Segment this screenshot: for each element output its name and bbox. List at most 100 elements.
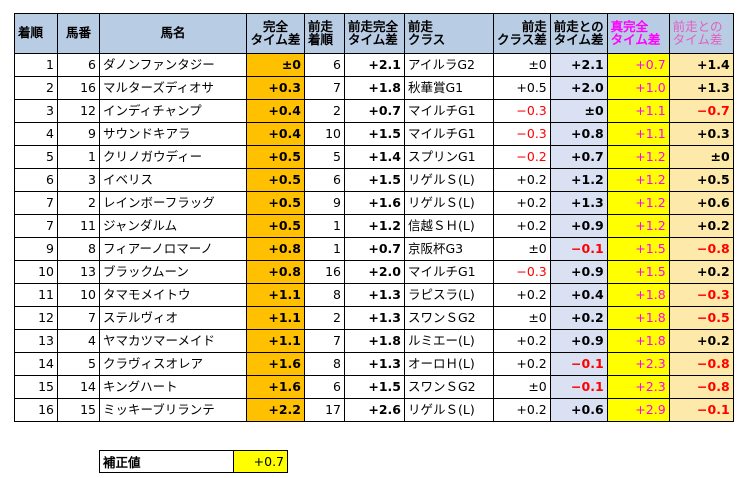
cell-prev-pos: 16 [304, 260, 345, 284]
cell-num: 1 [57, 145, 100, 169]
cell-num: 10 [57, 283, 100, 307]
cell-kanzen: +0.8 [246, 260, 305, 284]
cell-prev-class: マイルチG1 [404, 122, 494, 146]
cell-prev-true-diff: −0.5 [668, 306, 734, 330]
cell-horse-name: レインボーフラッグ [99, 191, 247, 215]
cell-pos: 5 [14, 145, 58, 169]
cell-prev-time-diff: −0.1 [549, 352, 608, 376]
cell-class-diff: +0.2 [493, 352, 551, 376]
cell-prev-kanzen: +1.4 [344, 145, 405, 169]
header-kanzen: 完全 タイム差 [246, 13, 305, 54]
cell-prev-true-diff: −0.8 [668, 375, 734, 399]
cell-class-diff: +0.2 [493, 329, 551, 353]
cell-pos: 15 [14, 375, 58, 399]
cell-kanzen: +0.5 [246, 214, 305, 238]
cell-num: 7 [57, 306, 100, 330]
cell-horse-name: イベリス [99, 168, 247, 192]
cell-prev-class: スワンＳG2 [404, 306, 494, 330]
cell-prev-pos: 1 [304, 237, 345, 261]
cell-pos: 3 [14, 99, 58, 123]
cell-prev-class: 秋華賞G1 [404, 76, 494, 100]
cell-prev-time-diff: ±0 [549, 99, 608, 123]
header-prev-class-l1: 前走 [408, 19, 434, 34]
cell-class-diff: +0.5 [493, 76, 551, 100]
cell-pos: 13 [14, 329, 58, 353]
table-row: 12 7 ステルヴィオ +1.1 2 +1.3 スワンＳG2 ±0 +0.2 +1.8 −0.5 [14, 306, 734, 330]
cell-prev-time-diff: +0.8 [549, 122, 608, 146]
cell-kanzen: +0.3 [246, 76, 305, 100]
table-row: 5 1 クリノガウディー +0.5 5 +1.4 スプリンG1 −0.2 +0.7 +1.2 ±0 [14, 145, 734, 169]
cell-kanzen: +1.1 [246, 283, 305, 307]
cell-class-diff: +0.2 [493, 214, 551, 238]
cell-prev-kanzen: +1.3 [344, 352, 405, 376]
cell-prev-kanzen: +0.7 [344, 99, 405, 123]
cell-true-kanzen: +1.5 [606, 237, 670, 261]
cell-class-diff: ±0 [493, 237, 551, 261]
cell-prev-true-diff: +0.6 [668, 191, 734, 215]
cell-kanzen: +1.1 [246, 306, 305, 330]
cell-true-kanzen: +2.3 [606, 352, 670, 376]
header-class-diff: 前走 クラス差 [493, 13, 551, 54]
cell-pos: 11 [14, 283, 58, 307]
cell-prev-pos: 6 [304, 53, 345, 77]
cell-prev-pos: 7 [304, 329, 345, 353]
cell-prev-time-diff: +2.0 [549, 76, 608, 100]
cell-prev-true-diff: ±0 [668, 145, 734, 169]
cell-prev-class: ルミエー(L) [404, 329, 494, 353]
cell-prev-time-diff: +2.1 [549, 53, 608, 77]
cell-true-kanzen: +1.0 [606, 76, 670, 100]
cell-prev-true-diff: +1.3 [668, 76, 734, 100]
cell-prev-time-diff: +0.4 [549, 283, 608, 307]
header-prev-kanzen-l1: 前走完全 [348, 19, 399, 34]
cell-prev-time-diff: +0.9 [549, 329, 608, 353]
header-prev-class: 前走 クラス [404, 13, 494, 54]
results-body: 1 6 ダノンファンタジー ±0 6 +2.1 アイルラG2 ±0 +2.1 +0.7 +1.4 2 1… [14, 53, 734, 422]
cell-prev-class: 信越ＳＨ(L) [404, 214, 494, 238]
cell-prev-true-diff: +0.5 [668, 168, 734, 192]
cell-prev-pos: 7 [304, 76, 345, 100]
header-class-diff-l2: クラス差 [497, 31, 547, 47]
cell-pos: 10 [14, 260, 58, 284]
table-row: 10 13 ブラックムーン +0.8 16 +2.0 マイルチG1 −0.3 +0.9 +1.5 +… [14, 260, 734, 284]
cell-prev-class: マイルチG1 [404, 99, 494, 123]
cell-class-diff: −0.3 [493, 99, 551, 123]
cell-prev-class: マイルチG1 [404, 260, 494, 284]
cell-prev-kanzen: +1.6 [344, 191, 405, 215]
cell-true-kanzen: +1.8 [606, 306, 670, 330]
header-true-kanzen-l1: 真完全 [610, 19, 649, 34]
cell-class-diff: ±0 [493, 53, 551, 77]
cell-class-diff: ±0 [493, 306, 551, 330]
cell-kanzen: +1.6 [246, 352, 305, 376]
table-row: 7 2 レインボーフラッグ +0.5 9 +1.6 リゲルＳ(L) +0.2 +1.3 +1.2 +… [14, 191, 734, 215]
cell-num: 5 [57, 352, 100, 376]
cell-horse-name: マルターズディオサ [99, 76, 247, 100]
cell-true-kanzen: +1.1 [606, 122, 670, 146]
cell-true-kanzen: +1.2 [606, 145, 670, 169]
cell-prev-class: スプリンG1 [404, 145, 494, 169]
cell-pos: 12 [14, 306, 58, 330]
cell-prev-time-diff: +0.2 [549, 306, 608, 330]
cell-class-diff: −0.3 [493, 260, 551, 284]
cell-num: 3 [57, 168, 100, 192]
table-row: 2 16 マルターズディオサ +0.3 7 +1.8 秋華賞G1 +0.5 +2.0 +1.0 +1… [14, 76, 734, 100]
cell-horse-name: ジャンダルム [99, 214, 247, 238]
cell-class-diff: ±0 [493, 375, 551, 399]
cell-prev-class: リゲルＳ(L) [404, 398, 494, 422]
table-row: 11 10 タマモメイトウ +1.1 8 +1.3 ラピスラ(L) +0.2 +0.4 +1.8−… [14, 283, 734, 307]
header-prev-kanzen: 前走完全 タイム差 [344, 13, 405, 54]
cell-horse-name: ダノンファンタジー [99, 53, 247, 77]
cell-true-kanzen: +1.1 [606, 99, 670, 123]
cell-class-diff: −0.3 [493, 122, 551, 146]
cell-prev-pos: 8 [304, 352, 345, 376]
table-row: 14 5 クラヴィスオレア +1.6 8 +1.3 オーロＨ(L) +0.2 −0.1 +2.3−… [14, 352, 734, 376]
table-row: 4 9 サウンドキアラ +0.4 10 +1.5 マイルチG1 −0.3 +0.8 +1.1 +0.… [14, 122, 734, 146]
cell-horse-name: フィアーノロマーノ [99, 237, 247, 261]
cell-prev-kanzen: +1.2 [344, 214, 405, 238]
cell-prev-true-diff: +0.2 [668, 214, 734, 238]
cell-prev-true-diff: −0.8 [668, 352, 734, 376]
cell-true-kanzen: +1.2 [606, 214, 670, 238]
cell-horse-name: クラヴィスオレア [99, 352, 247, 376]
header-prev-kanzen-l2: タイム差 [348, 31, 398, 47]
cell-prev-class: オーロＨ(L) [404, 352, 494, 376]
cell-prev-pos: 17 [304, 398, 345, 422]
